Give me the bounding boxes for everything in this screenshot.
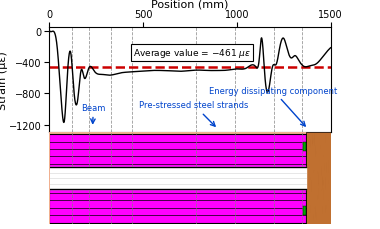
Y-axis label: Strain (με): Strain (με) (0, 51, 8, 109)
Text: Pre-stressed steel strands: Pre-stressed steel strands (139, 101, 249, 127)
Bar (303, 206, 306, 215)
X-axis label: Position (mm): Position (mm) (151, 0, 229, 9)
Text: Average value = $-461\ \mu\varepsilon$: Average value = $-461\ \mu\varepsilon$ (133, 47, 251, 60)
Bar (48, 133, 50, 224)
Bar (49, 168, 306, 190)
Bar (303, 142, 306, 151)
Text: Energy dissipating component: Energy dissipating component (209, 86, 337, 126)
Text: Beam: Beam (81, 103, 106, 124)
Bar (306, 133, 331, 224)
